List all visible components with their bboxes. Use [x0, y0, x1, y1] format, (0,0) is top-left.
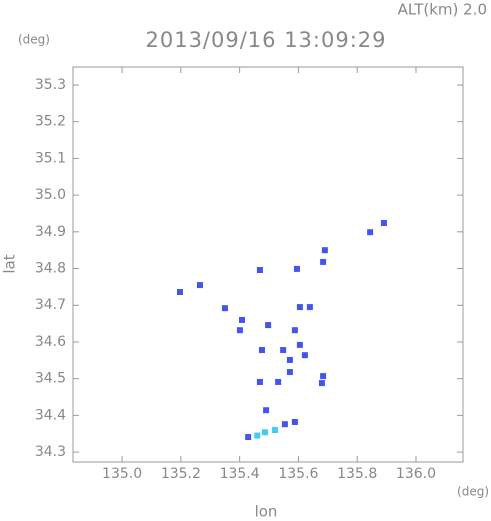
echo-point: [306, 304, 313, 311]
x-tick-label: 136.0: [396, 466, 436, 482]
echo-point: [221, 305, 228, 312]
altitude-label: ALT(km) 2.0: [398, 1, 487, 19]
x-tick-label: 135.8: [337, 466, 377, 482]
echo-point: [367, 229, 374, 236]
y-tick-label: 34.9: [35, 224, 66, 240]
y-tick-label: 34.5: [35, 371, 66, 387]
echo-point: [320, 373, 327, 380]
echo-point: [236, 327, 243, 334]
y-tick-label: 34.8: [35, 261, 66, 277]
echo-point: [238, 316, 245, 323]
echo-point: [254, 432, 261, 439]
echo-point: [301, 352, 308, 359]
echo-point: [291, 327, 298, 334]
echo-point: [321, 247, 328, 254]
echo-point: [286, 369, 293, 376]
y-axis-label: lat: [1, 254, 19, 273]
echo-point: [256, 378, 263, 385]
x-tick-label: 135.6: [278, 466, 318, 482]
echo-point: [281, 421, 288, 428]
x-axis-label: lon: [255, 503, 278, 521]
echo-point: [265, 322, 272, 329]
y-unit: (deg): [18, 33, 50, 47]
y-tick-label: 35.1: [35, 150, 66, 166]
echo-point: [258, 347, 265, 354]
y-tick-label: 34.7: [35, 297, 66, 313]
x-tick-label: 135.4: [220, 466, 260, 482]
echo-point: [275, 378, 282, 385]
x-unit: (deg): [457, 485, 489, 499]
echo-point: [380, 220, 387, 227]
chart-title: 2013/09/16 13:09:29: [145, 28, 386, 52]
echo-point: [296, 304, 303, 311]
echo-point: [291, 418, 298, 425]
echo-point: [318, 380, 325, 387]
y-tick-label: 35.0: [35, 187, 66, 203]
echo-point: [271, 427, 278, 434]
echo-point: [293, 265, 300, 272]
echo-point: [296, 341, 303, 348]
x-tick-label: 135.0: [102, 466, 142, 482]
x-tick-label: 135.2: [161, 466, 201, 482]
echo-point: [280, 347, 287, 354]
y-tick-label: 34.6: [35, 334, 66, 350]
plot-frame: [72, 66, 464, 463]
y-tick-label: 35.2: [35, 114, 66, 130]
y-tick-label: 35.3: [35, 77, 66, 93]
echo-point: [245, 434, 252, 441]
echo-point: [196, 282, 203, 289]
echo-point: [256, 267, 263, 274]
y-tick-label: 34.4: [35, 407, 66, 423]
echo-point: [320, 258, 327, 265]
echo-point: [261, 429, 268, 436]
y-tick-label: 34.3: [35, 444, 66, 460]
echo-point: [263, 407, 270, 414]
echo-point: [176, 289, 183, 296]
echo-point: [286, 356, 293, 363]
